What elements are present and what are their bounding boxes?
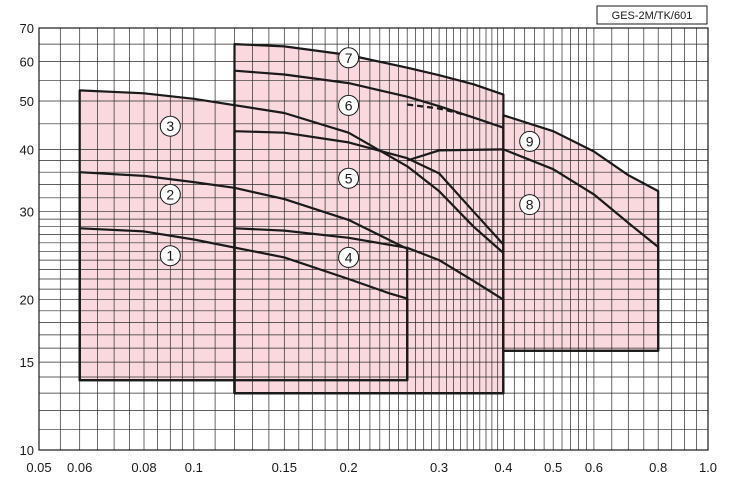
x-tick-label: 0.8	[649, 460, 667, 475]
zone-4-label: 4	[345, 249, 353, 265]
zone-9-area	[503, 115, 659, 351]
tick-labels: 0.05 0.06 0.08 0.1 0.15 0.2 0.3 0.4 0.5 0.6 0.8 1.0…	[20, 21, 718, 475]
reference-code-frame	[596, 5, 708, 25]
outline-layer	[78, 42, 660, 395]
zone-1-label: 1	[166, 248, 174, 264]
x-tick-label: 0.6	[585, 460, 603, 475]
zone-7-badge	[338, 47, 360, 69]
zone-2-label: 2	[166, 186, 174, 202]
zone-3-badge	[159, 115, 181, 137]
x-tick-label: 0.15	[272, 460, 297, 475]
x-tick-label: 0.05	[26, 460, 51, 475]
x-tick-label: 0.06	[67, 460, 92, 475]
zone-7-label: 7	[345, 50, 353, 66]
zone-8-badge	[519, 194, 541, 216]
x-tick-label: 0.1	[185, 460, 203, 475]
curve-segment	[406, 148, 504, 162]
zone-6-label: 6	[345, 97, 353, 113]
zone-2-badge	[159, 183, 181, 205]
zone-5-badge	[338, 167, 360, 189]
y-tick-label: 40	[20, 142, 34, 157]
y-tick-label: 30	[20, 205, 34, 220]
zone-7-area	[234, 44, 504, 394]
x-tick-label: 0.2	[340, 460, 358, 475]
reference-code-box: GES-2M/TK/601	[596, 5, 708, 25]
plot-frame	[38, 27, 709, 451]
x-tick-label: 1.0	[699, 460, 717, 475]
x-tick-label: 0.5	[544, 460, 562, 475]
zone-8-label: 8	[526, 197, 534, 213]
zone-1-badge	[159, 245, 181, 267]
y-tick-label: 60	[20, 54, 34, 69]
zone-labels: 1 2 3 4 5 6 7 8 9	[159, 47, 541, 268]
y-tick-label: 50	[20, 94, 34, 109]
y-tick-label: 10	[20, 443, 34, 458]
y-tick-label: 20	[20, 293, 34, 308]
dashed-curve	[407, 103, 468, 117]
zone-2-outline	[78, 171, 409, 382]
zone-6-badge	[338, 94, 360, 116]
zone-3-label: 3	[166, 118, 174, 134]
zone-9-label: 9	[526, 133, 534, 149]
zone-9-outline	[502, 114, 660, 352]
y-tick-label: 15	[20, 355, 34, 370]
zone-9-badge	[519, 130, 541, 152]
x-tick-label: 0.3	[430, 460, 448, 475]
zone-4-badge	[338, 246, 360, 268]
x-tick-label: 0.4	[494, 460, 512, 475]
reference-code: GES-2M/TK/601	[612, 10, 693, 22]
x-tick-label: 0.08	[131, 460, 156, 475]
zone-5-label: 5	[345, 170, 353, 186]
y-tick-label: 70	[20, 21, 34, 36]
